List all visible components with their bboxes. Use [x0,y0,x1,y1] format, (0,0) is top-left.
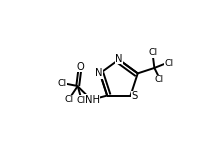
Text: Cl: Cl [165,59,174,68]
Text: O: O [76,62,84,72]
Text: N: N [95,68,103,78]
Text: Cl: Cl [64,95,74,104]
Text: N: N [115,54,123,64]
Text: Cl: Cl [76,96,85,105]
Text: Cl: Cl [155,75,164,84]
Text: Cl: Cl [57,79,66,88]
Text: Cl: Cl [148,48,157,57]
Text: NH: NH [85,95,100,105]
Text: S: S [131,91,138,101]
